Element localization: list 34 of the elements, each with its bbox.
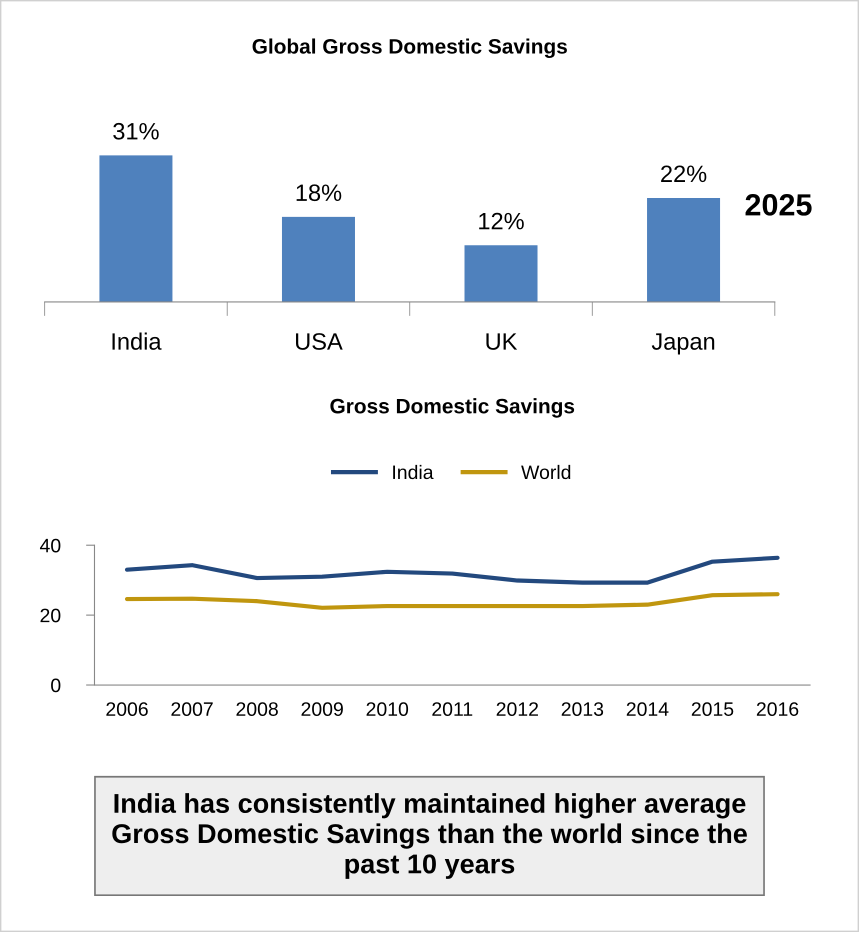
data-label: 12% <box>479 212 524 230</box>
line-series <box>124 556 780 585</box>
data-label: 18% <box>296 184 342 202</box>
annotation: 2025 <box>746 194 812 216</box>
x-tick-label: 2015 <box>692 702 734 716</box>
bar <box>647 198 720 302</box>
data-label: 22% <box>661 165 706 182</box>
bar <box>464 245 538 302</box>
y-tick-label: 20 <box>40 608 60 622</box>
chart-title: Global Gross Domestic Savings <box>252 38 567 58</box>
data-label: 31% <box>113 122 159 140</box>
x-tick-label: UK <box>486 333 518 350</box>
x-tick-label: India <box>112 332 162 350</box>
x-tick-label: 2013 <box>562 702 604 716</box>
chart-title: Gross Domestic Savings <box>330 398 574 418</box>
y-tick-label: 40 <box>40 538 60 552</box>
bar <box>282 216 355 302</box>
bar <box>99 155 172 302</box>
text: India has consistently maintained higher average Gross Domestic Savings than the world since the past 10 years <box>112 793 747 879</box>
x-tick-label: 2016 <box>756 702 798 716</box>
x-tick-label: 2010 <box>366 702 408 716</box>
x-tick-label: 2009 <box>302 702 343 716</box>
y-tick-label: 0 <box>51 678 60 692</box>
x-tick-label: USA <box>296 333 343 350</box>
legend-label: India <box>393 464 434 480</box>
x-tick-label: 2006 <box>106 702 148 716</box>
x-tick-label: 2008 <box>236 702 278 716</box>
line-series <box>124 592 780 610</box>
x-tick-label: 2012 <box>496 702 538 716</box>
x-tick-label: 2011 <box>432 702 472 716</box>
x-tick-label: 2014 <box>626 702 668 716</box>
x-tick-label: 2007 <box>171 702 213 716</box>
legend-label: World <box>521 464 570 480</box>
x-tick-label: Japan <box>652 333 714 355</box>
